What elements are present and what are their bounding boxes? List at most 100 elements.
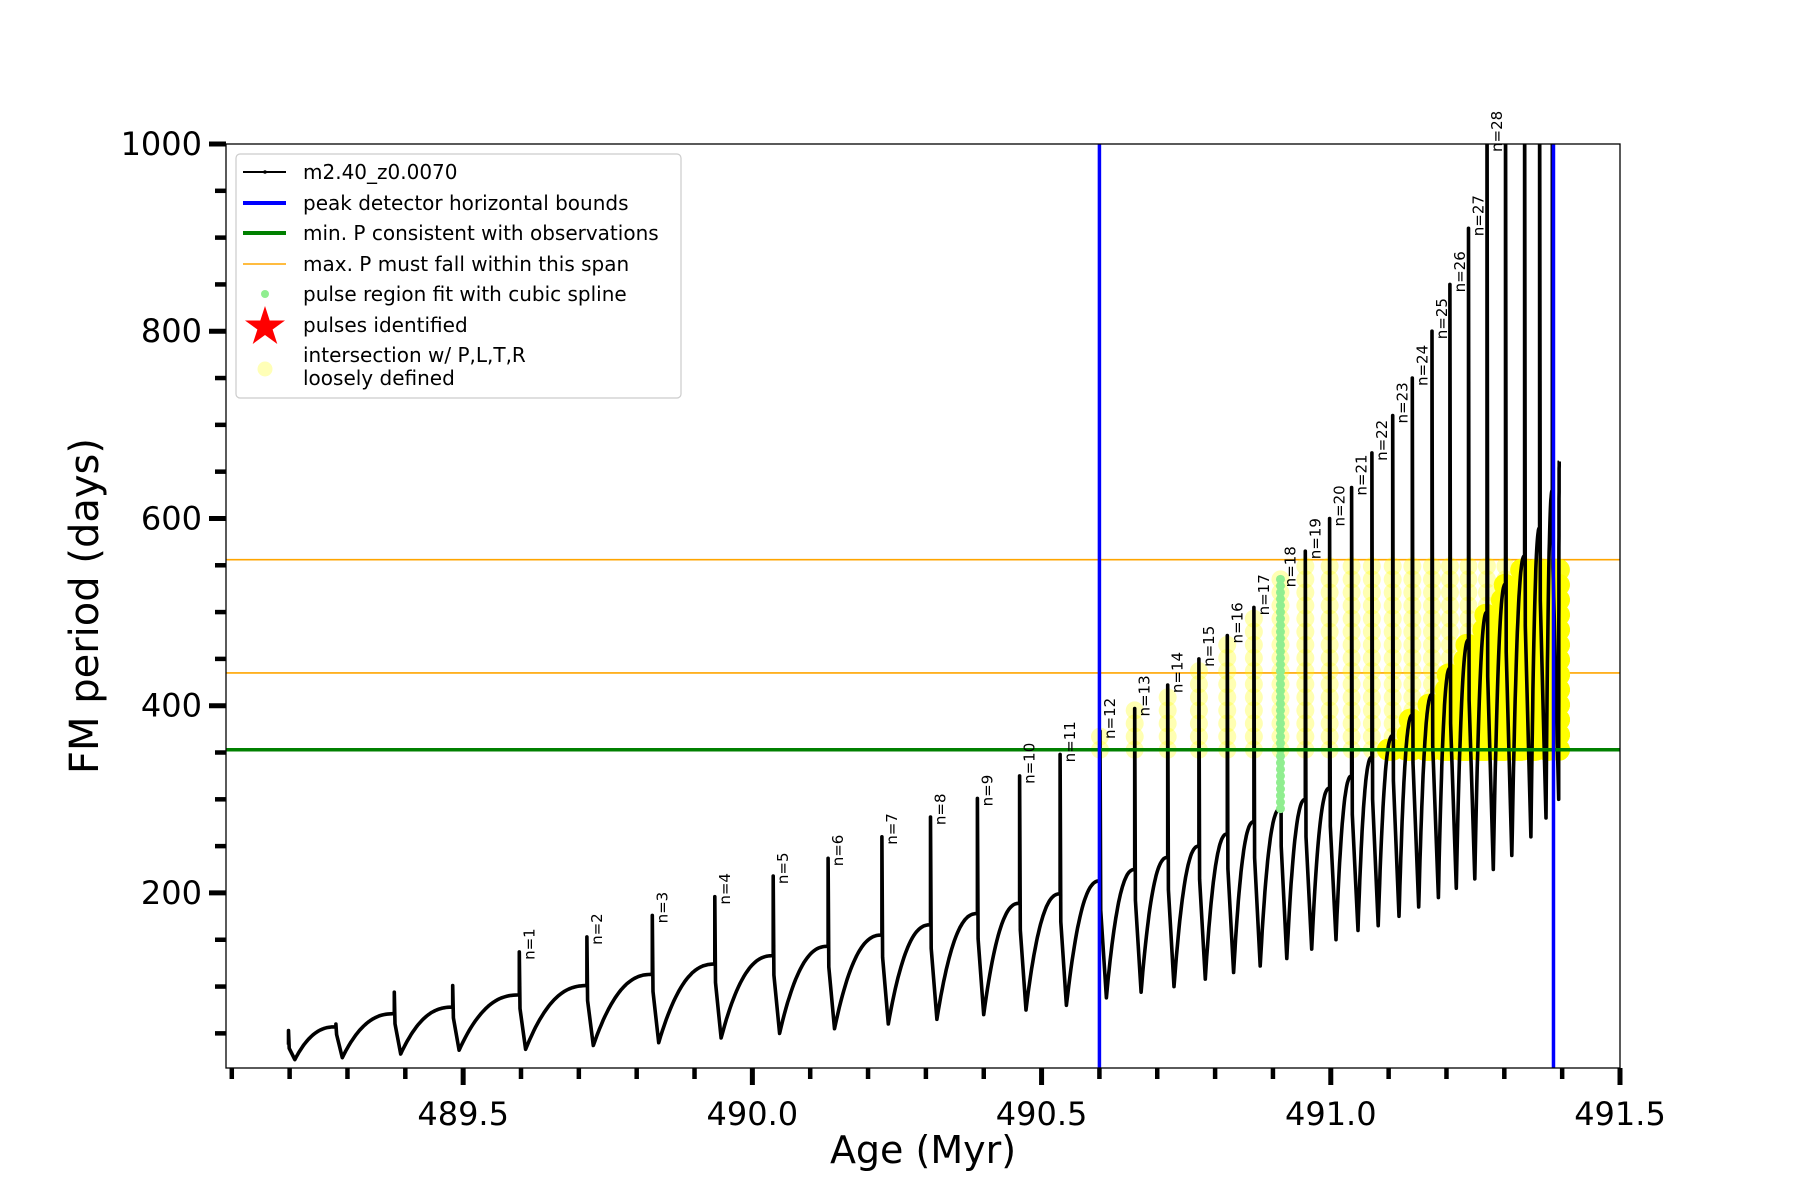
pulse-label: n=3 [653,892,671,924]
pulse-label: n=6 [829,835,847,867]
spline-fit-point [1275,692,1285,702]
legend-track-marker [263,170,267,174]
pulse-labels: n=1 n=2 n=3 n=4 n=5 n=6 n=7 n=8 n=9 n=10 n=11 n=12 n… [520,111,1506,960]
spline-fit-point [1275,614,1285,624]
x-tick-label: 490.5 [996,1095,1088,1133]
spline-fit-point [1275,594,1285,604]
y-axis-label: FM period (days) [62,438,108,774]
legend-item-max-period-span: max. P must fall within this span [243,252,629,276]
spline-fit-point [1275,607,1285,617]
spline-fit-point [1275,627,1285,637]
track-line-m2.40_z0.0070 [286,144,1561,1062]
axes-frame [225,143,1621,1069]
legend-item-spline-fit: pulse region fit with cubic spline [261,282,627,306]
x-axis-label: Age (Myr) [830,1128,1016,1172]
pulse-label: n=28 [1488,111,1506,152]
legend-intersection-circle [257,361,273,377]
spline-fit-point [1275,640,1285,650]
legend-label: loosely defined [303,366,455,390]
pulse-label: n=18 [1281,546,1299,587]
x-tick-label: 490.0 [707,1095,799,1133]
pulse-label: n=12 [1101,698,1119,739]
star-icon [245,306,285,344]
pulse-label: n=22 [1373,420,1391,461]
pulse-label: n=11 [1061,721,1079,762]
pulse-label: n=8 [932,793,950,825]
legend-item-min-period: min. P consistent with observations [243,221,659,245]
pulse-label: n=16 [1228,602,1246,643]
spline-fit-point [1275,771,1285,781]
pulse-label: n=20 [1331,485,1349,526]
spline-fit-point [1275,784,1285,794]
spline-fit-point [1275,705,1285,715]
plot-layer [226,144,1620,1068]
legend-item-pulses-identified: pulses identified [245,306,468,344]
pulse-label: n=26 [1451,251,1469,292]
pulse-label: n=21 [1353,454,1371,495]
legend: m2.40_z0.0070 peak detector horizontal b… [235,153,682,399]
pulse-label: n=27 [1469,195,1487,236]
legend-box [235,153,682,399]
y-tick-label: 1000 [121,125,202,163]
pulse-label: n=17 [1255,574,1273,615]
spline-fit-point [1275,673,1285,683]
x-tick-label: 491.5 [1574,1095,1666,1133]
spline-fit-point [1275,777,1285,787]
y-tick-label: 600 [141,499,202,537]
pulse-label: n=4 [716,873,734,905]
spline-fit-point [1275,764,1285,774]
spline-fit-point [1275,587,1285,597]
legend-label: pulse region fit with cubic spline [303,282,627,306]
pulse-label: n=7 [883,813,901,845]
y-tick-label: 800 [141,312,202,350]
legend-item-intersection: intersection w/ P,L,T,R loosely defined [257,343,526,390]
spline-fit-point [1275,725,1285,735]
legend-label: pulses identified [303,313,468,337]
pulse-label: n=1 [520,928,538,960]
spline-fit-point [1275,804,1285,814]
legend-spline-dot [261,290,269,298]
pulse-label: n=13 [1136,675,1154,716]
axis-ticks: 489.5 490.0 490.5 491.0 491.5 200 400 600 800 100… [121,125,1666,1133]
legend-label: intersection w/ P,L,T,R [303,343,526,367]
pulse-label: n=10 [1021,743,1039,784]
spline-fit-point [1275,791,1285,801]
spline-fit-point [1275,758,1285,768]
legend-label: min. P consistent with observations [303,221,659,245]
spline-fit-point [1275,653,1285,663]
legend-item-track: m2.40_z0.0070 [243,160,458,184]
y-tick-label: 200 [141,874,202,912]
spline-fit-point [1275,620,1285,630]
pulse-label: n=2 [588,913,606,945]
spline-fit-point [1275,601,1285,611]
spline-fit-point [1275,581,1285,591]
spline-fit-point [1275,574,1285,584]
y-tick-label: 400 [141,687,202,725]
spline-fit-point [1275,751,1285,761]
spline-fit-point [1275,679,1285,689]
pulse-label: n=15 [1200,626,1218,667]
spline-fit-point [1275,686,1285,696]
x-tick-label: 489.5 [417,1095,509,1133]
spline-fit-point [1275,699,1285,709]
legend-label: m2.40_z0.0070 [303,160,458,184]
spline-fit-point [1275,660,1285,670]
pulse-label: n=23 [1394,382,1412,423]
pulse-label: n=9 [978,775,996,807]
spline-fit-point [1275,738,1285,748]
pulse-label: n=24 [1413,345,1431,386]
spline-fit-point [1275,666,1285,676]
legend-label: peak detector horizontal bounds [303,191,629,215]
pulse-label: n=5 [774,852,792,884]
spline-fit-point [1275,718,1285,728]
legend-item-peak-bounds: peak detector horizontal bounds [243,191,629,215]
spline-fit-point [1275,712,1285,722]
spline-fit-point [1275,646,1285,656]
spline-fit-point [1275,732,1285,742]
legend-label: max. P must fall within this span [303,252,629,276]
x-tick-label: 491.0 [1285,1095,1377,1133]
spline-fit-point [1275,797,1285,807]
pulse-label: n=25 [1433,298,1451,339]
spline-fit-point [1275,633,1285,643]
